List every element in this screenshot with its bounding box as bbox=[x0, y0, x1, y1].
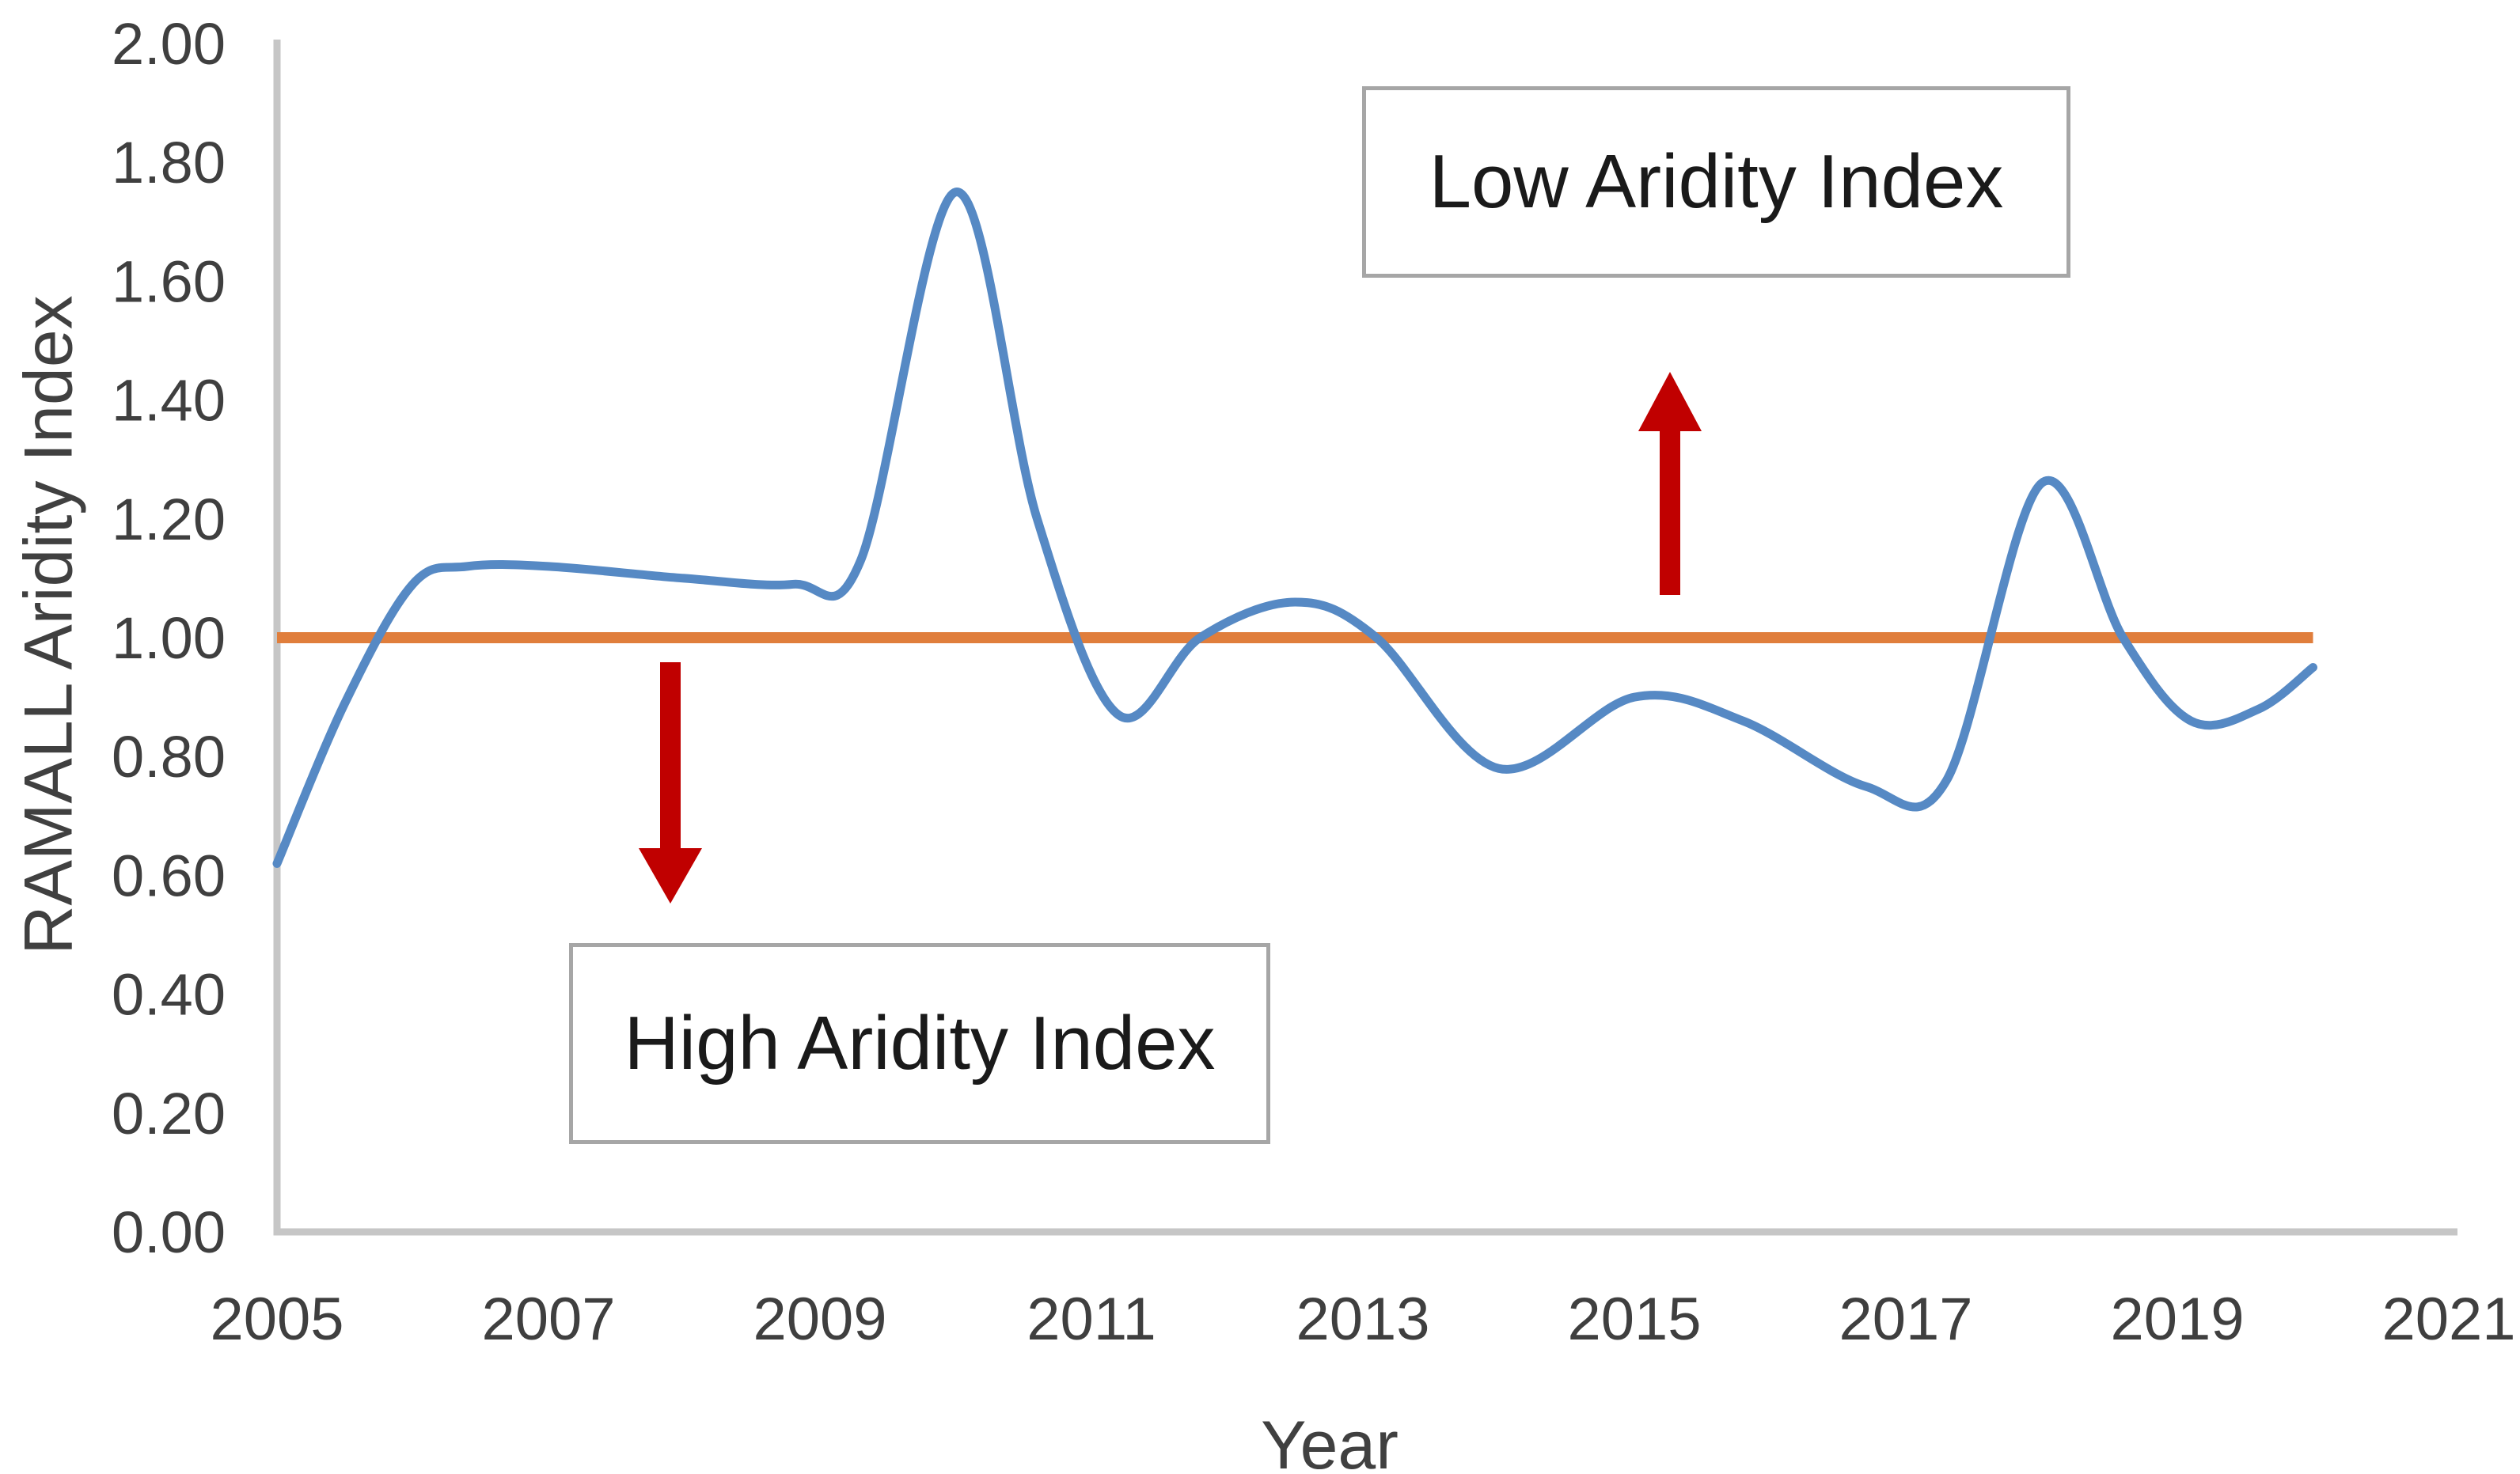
y-tick-label: 1.40 bbox=[112, 368, 226, 434]
x-tick-label: 2013 bbox=[1296, 1286, 1429, 1353]
y-tick-label: 0.00 bbox=[112, 1199, 226, 1265]
x-axis-title: Year bbox=[1261, 1408, 1399, 1474]
down-arrow-icon bbox=[639, 662, 702, 904]
y-tick-label: 1.80 bbox=[112, 130, 226, 195]
y-tick-label: 0.40 bbox=[112, 962, 226, 1028]
high-aridity-annotation-box: High Aridity Index bbox=[569, 943, 1270, 1144]
y-tick-label: 0.80 bbox=[112, 724, 226, 790]
x-axis-tick-labels: 2005 2007 2009 2011 2013 2015 2017 2019 2021 bbox=[210, 1286, 2515, 1353]
high-aridity-annotation-label: High Aridity Index bbox=[624, 1001, 1216, 1086]
y-axis-tick-labels: 2.00 1.80 1.60 1.40 1.20 1.00 0.80 0.60 0.40 0.20… bbox=[112, 11, 226, 1265]
y-tick-label: 1.00 bbox=[112, 605, 226, 671]
y-tick-label: 1.60 bbox=[112, 248, 226, 314]
x-tick-label: 2009 bbox=[753, 1286, 886, 1353]
aridity-series-line bbox=[272, 188, 2317, 868]
y-axis-title: RAMALL Aridity Index bbox=[10, 295, 87, 955]
x-tick-label: 2019 bbox=[2110, 1286, 2244, 1353]
x-tick-label: 2021 bbox=[2381, 1286, 2515, 1353]
y-tick-label: 0.20 bbox=[112, 1081, 226, 1146]
up-arrow-icon bbox=[1638, 372, 1702, 595]
x-tick-label: 2007 bbox=[481, 1286, 615, 1353]
x-tick-label: 2005 bbox=[210, 1286, 343, 1353]
x-tick-label: 2015 bbox=[1567, 1286, 1701, 1353]
x-tick-label: 2017 bbox=[1839, 1286, 1972, 1353]
y-tick-label: 2.00 bbox=[112, 11, 226, 77]
y-tick-label: 1.20 bbox=[112, 487, 226, 552]
x-tick-label: 2011 bbox=[1027, 1286, 1156, 1353]
low-aridity-annotation-label: Low Aridity Index bbox=[1429, 139, 2004, 224]
y-tick-label: 0.60 bbox=[112, 843, 226, 908]
low-aridity-annotation-box: Low Aridity Index bbox=[1362, 86, 2070, 278]
